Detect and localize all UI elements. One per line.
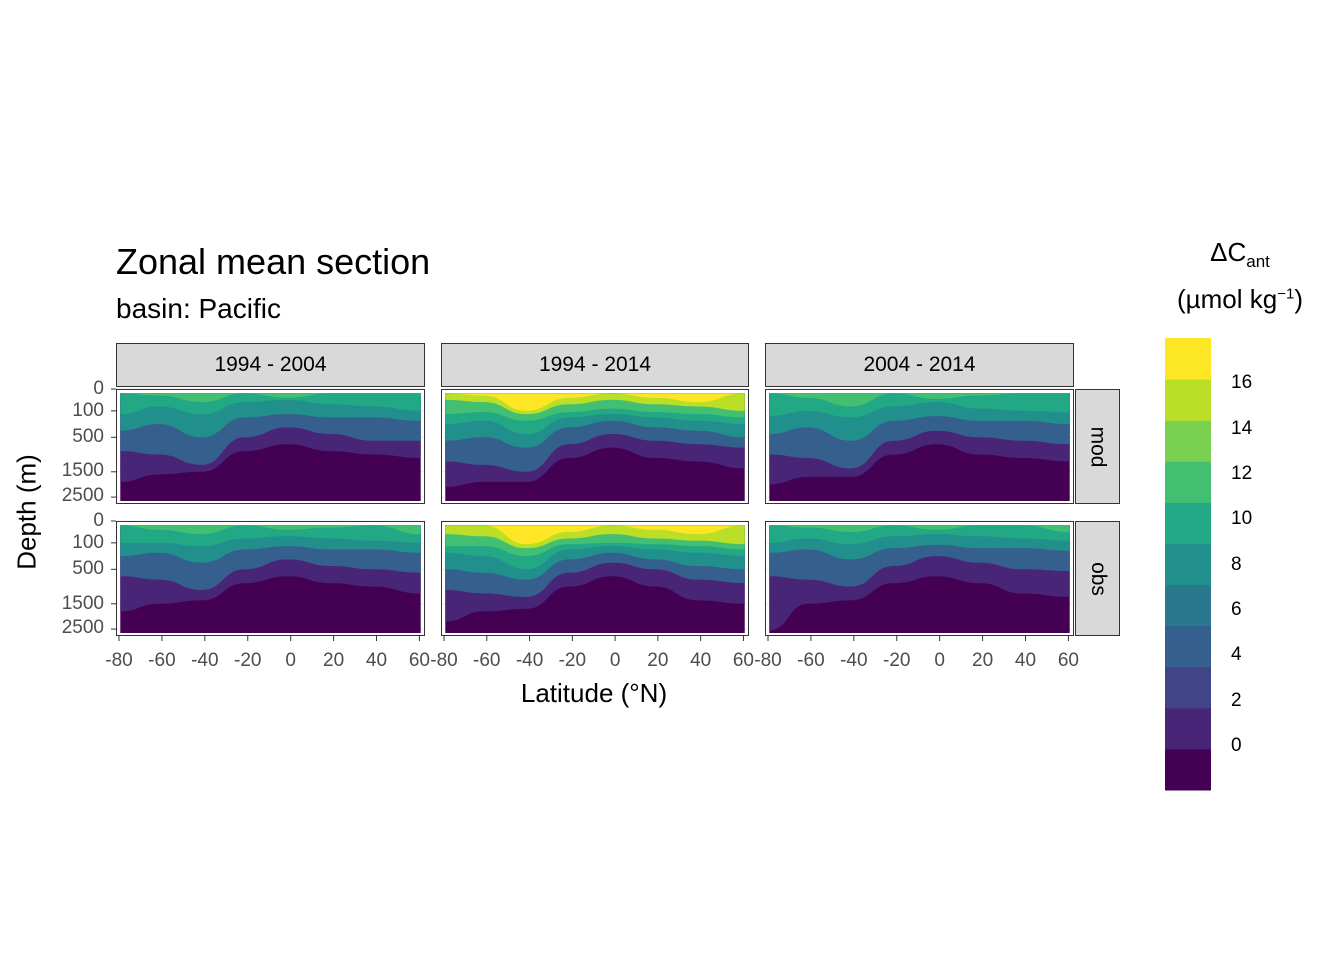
legend-swatch	[1165, 338, 1211, 380]
legend-label: 0	[1231, 735, 1242, 756]
panel-border	[765, 389, 1074, 504]
x-tick-label: -80	[754, 650, 782, 671]
facet-strip-col-2: 1994 - 2014	[441, 343, 749, 387]
x-tick-label: -20	[234, 650, 262, 671]
contour-band-10	[769, 393, 1070, 407]
legend-label: 16	[1231, 372, 1253, 393]
x-tick-label: 0	[285, 650, 296, 671]
x-tick-label: -40	[191, 650, 219, 671]
x-tick-label: -60	[473, 650, 501, 671]
legend-label: 10	[1231, 508, 1253, 529]
x-tick-label: -20	[558, 650, 587, 671]
legend-swatch	[1165, 666, 1211, 709]
legend-label: 8	[1231, 554, 1242, 575]
x-tick-label: -20	[883, 650, 911, 671]
facet-strip-col-3: 2004 - 2014	[765, 343, 1074, 387]
legend-swatch	[1165, 625, 1211, 668]
facet-strip-col-1: 1994 - 2004	[116, 343, 425, 387]
y-tick-label: 2500	[61, 485, 104, 506]
panel-border	[765, 521, 1074, 636]
y-tick-label: 2500	[61, 617, 104, 638]
y-axis-label: Depth (m)	[11, 454, 42, 570]
chart-subtitle: basin: Pacific	[116, 293, 281, 324]
y-tick-label: 100	[72, 532, 104, 553]
legend-swatch	[1165, 543, 1211, 586]
legend-label: 6	[1231, 599, 1242, 620]
x-tick-label: 0	[934, 650, 945, 671]
legend-swatch	[1165, 584, 1211, 627]
y-tick-label: 500	[72, 558, 104, 579]
contour-band-16	[445, 393, 745, 411]
x-tick-label: 20	[972, 650, 994, 671]
x-tick-label: -40	[840, 650, 868, 671]
legend-label: 14	[1231, 418, 1253, 439]
y-tick-label: 100	[72, 400, 104, 421]
contour-band-16	[445, 525, 745, 545]
facet-strip-row-obs: obs	[1075, 521, 1120, 636]
x-tick-label: 20	[323, 650, 345, 671]
x-tick-label: 60	[1057, 650, 1079, 671]
legend-swatch	[1165, 420, 1211, 462]
panel-border	[116, 389, 425, 504]
x-tick-label: 60	[408, 650, 430, 671]
x-tick-label: -60	[148, 650, 176, 671]
legend-label: 2	[1231, 690, 1242, 711]
legend-swatch	[1165, 748, 1211, 791]
y-tick-label: 0	[93, 510, 104, 531]
panel-border	[441, 521, 749, 636]
contour-band-10	[769, 525, 1070, 532]
facet-strip-row-mod: mod	[1075, 389, 1120, 504]
y-tick-label: 500	[72, 426, 104, 447]
x-axis-label: Latitude (°N)	[520, 678, 668, 708]
x-tick-label: -60	[797, 650, 825, 671]
panel-border	[441, 389, 749, 504]
y-tick-label: 1500	[61, 593, 104, 614]
legend-unit: (µmol kg−1)	[1177, 284, 1303, 314]
x-tick-label: 20	[647, 650, 669, 671]
legend-swatch	[1165, 502, 1211, 544]
y-tick-label: 1500	[61, 460, 104, 481]
contour-band-10	[120, 393, 421, 403]
legend-swatch	[1165, 461, 1211, 503]
chart-title: Zonal mean section	[116, 241, 431, 282]
x-tick-label: -80	[430, 650, 458, 671]
y-tick-label: 0	[93, 378, 104, 399]
panel-border	[116, 521, 425, 636]
contour-band-10	[120, 525, 421, 535]
legend-swatch	[1165, 379, 1211, 421]
x-tick-label: -80	[105, 650, 133, 671]
x-tick-label: 40	[365, 650, 388, 671]
x-tick-label: -40	[515, 650, 544, 671]
legend-label: 4	[1231, 644, 1242, 665]
legend-label: 12	[1231, 463, 1253, 484]
legend-title: ΔCant	[1210, 237, 1270, 272]
x-tick-label: 40	[690, 650, 712, 671]
x-tick-label: 60	[732, 650, 755, 671]
legend-swatch	[1165, 707, 1211, 750]
x-tick-label: 0	[609, 650, 621, 671]
x-tick-label: 40	[1014, 650, 1037, 671]
